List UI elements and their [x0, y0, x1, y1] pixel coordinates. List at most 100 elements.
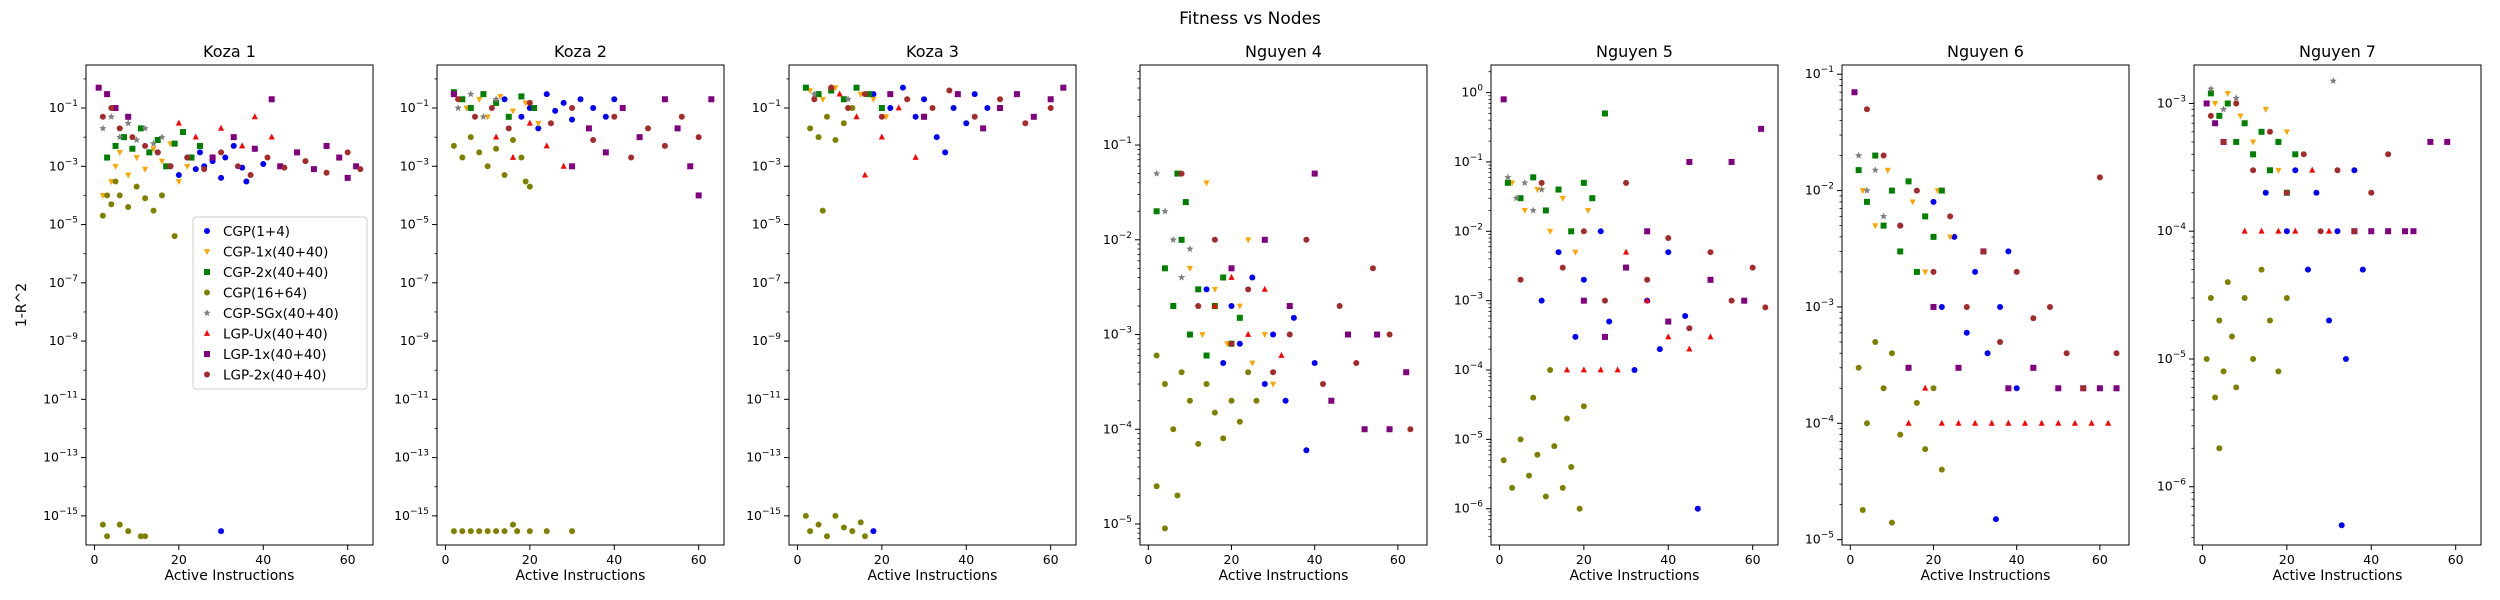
data-point: [509, 521, 516, 528]
data-point: [828, 84, 835, 91]
series-LGP-1x(40+40): [450, 91, 715, 199]
data-point: [1403, 369, 1410, 376]
x-tick-label: 20: [2279, 552, 2295, 567]
data-point: [861, 533, 868, 540]
y-tick-label: 10−7: [400, 274, 429, 290]
data-point: [1872, 152, 1879, 159]
data-point: [1580, 403, 1587, 410]
data-point: [1517, 276, 1524, 283]
legend-item: CGP-SGx(40+40): [203, 306, 339, 322]
x-axis-label: Active Instructions: [2273, 568, 2403, 584]
data-point: [807, 125, 814, 132]
data-point: [1542, 493, 1549, 500]
data-point: [2055, 385, 2062, 392]
data-point: [459, 154, 466, 161]
data-point: [1888, 350, 1895, 357]
data-point: [294, 149, 301, 156]
data-point: [484, 163, 491, 170]
data-point: [1534, 451, 1541, 458]
data-point: [543, 528, 550, 535]
data-point: [569, 105, 576, 112]
data-point: [661, 96, 668, 103]
panel-title: Nguyen 4: [1245, 42, 1322, 61]
data-point: [1597, 228, 1604, 235]
data-point: [1665, 235, 1672, 242]
data-point: [1203, 352, 1210, 359]
data-point: [141, 124, 149, 132]
data-point: [1665, 318, 1672, 325]
x-tick-label: 40: [2009, 552, 2025, 567]
data-point: [247, 172, 254, 179]
data-point: [505, 125, 512, 132]
data-point: [1270, 369, 1277, 376]
data-point: [1320, 381, 1327, 388]
x-tick-label: 20: [1224, 552, 1240, 567]
data-point: [1880, 152, 1887, 159]
x-tick-label: 20: [522, 552, 538, 567]
data-point: [222, 154, 229, 161]
data-point: [1884, 167, 1891, 174]
data-point: [2262, 106, 2269, 113]
data-point: [645, 125, 652, 132]
data-point: [1951, 233, 1958, 240]
data-point: [1547, 367, 1554, 374]
data-point: [1177, 273, 1186, 281]
data-point: [2207, 112, 2214, 119]
data-point: [1236, 340, 1243, 347]
data-point: [2005, 419, 2012, 426]
y-tick-label: 10−7: [752, 274, 781, 290]
data-point: [1728, 297, 1735, 304]
data-point: [1521, 179, 1529, 186]
y-tick-label: 10−5: [49, 216, 78, 232]
data-point: [1211, 286, 1218, 293]
data-point: [1374, 331, 1381, 338]
y-tick-label: 10−9: [752, 332, 781, 348]
legend-label: LGP-2x(40+40): [223, 368, 326, 384]
y-tick-label: 10−15: [43, 507, 78, 523]
data-point: [1922, 269, 1929, 276]
data-point: [1644, 297, 1651, 304]
series-LGP-Ux(40+40): [1905, 384, 2112, 426]
data-point: [234, 163, 241, 170]
axes-frame: [436, 64, 725, 546]
axes-frame: [2193, 64, 2482, 546]
data-point: [99, 521, 106, 528]
data-point: [1930, 303, 1937, 310]
data-point: [2219, 105, 2228, 113]
data-point: [353, 163, 360, 170]
series-LGP-2x(40+40): [455, 96, 702, 161]
axes-frame: [1139, 64, 1428, 546]
data-point: [1563, 415, 1570, 422]
data-point: [1525, 472, 1532, 479]
data-point: [1872, 223, 1879, 230]
data-point: [2427, 138, 2434, 145]
data-point: [1955, 419, 1962, 426]
data-point: [493, 133, 500, 140]
data-point: [2224, 100, 2231, 107]
data-point: [2096, 385, 2103, 392]
legend-item: CGP-2x(40+40): [204, 265, 328, 281]
data-point: [2250, 355, 2257, 362]
data-point: [1170, 426, 1177, 433]
data-point: [526, 528, 533, 535]
x-axis-label: Active Instructions: [516, 568, 646, 584]
data-point: [1170, 303, 1177, 310]
data-point: [1220, 274, 1227, 281]
data-point: [112, 178, 119, 185]
series-CGP(16+64): [450, 134, 576, 535]
data-point: [1897, 222, 1904, 229]
data-point: [1303, 236, 1310, 243]
data-point: [1758, 125, 1765, 132]
data-point: [2080, 385, 2087, 392]
data-point: [125, 528, 132, 535]
data-point: [1174, 492, 1181, 499]
panel-5: Nguyen 5 0 20 40 60 10−6 10−5 10−4 10−3 10−2 10−1 1…: [1454, 42, 1779, 584]
data-point: [1504, 173, 1512, 181]
data-point: [2329, 77, 2337, 85]
data-point: [476, 149, 483, 156]
data-point: [950, 105, 957, 112]
data-point: [450, 91, 457, 98]
y-tick-label: 10−4: [1103, 420, 1132, 436]
panel-6: Nguyen 6 0 20 40 60 10−5 10−4 10−3 10−2 10−1 Activ…: [1805, 42, 2130, 584]
y-tick-label: 10−4: [1454, 361, 1483, 377]
